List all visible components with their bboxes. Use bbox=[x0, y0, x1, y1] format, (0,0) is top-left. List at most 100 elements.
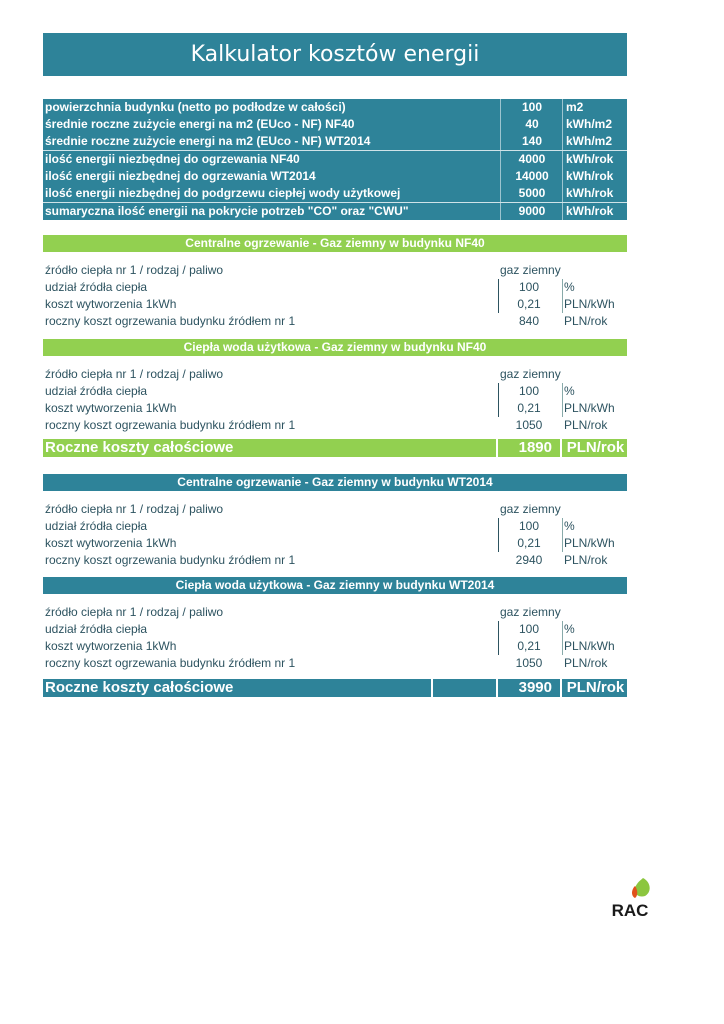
summary-row: ilość energii niezbędnej do ogrzewania N… bbox=[43, 150, 627, 168]
total-value: 3990 bbox=[496, 679, 552, 697]
summary-row: ilość energii niezbędnej do ogrzewania W… bbox=[43, 168, 627, 185]
divider bbox=[431, 679, 433, 697]
row-unit: % bbox=[564, 622, 575, 636]
rac-logo: RAC bbox=[612, 878, 650, 920]
summary-row: sumaryczna ilość energii na pokrycie pot… bbox=[43, 202, 627, 220]
summary-label: ilość energii niezbędnej do podgrzewu ci… bbox=[45, 186, 401, 200]
source-label: źródło ciepła nr 1 / rodzaj / paliwo bbox=[45, 502, 224, 516]
row-value: 0,21 bbox=[517, 401, 541, 415]
section-spacer bbox=[43, 356, 627, 366]
section-spacer bbox=[43, 252, 627, 262]
row-unit: PLN/rok bbox=[564, 418, 608, 432]
summary-unit: m2 bbox=[562, 99, 583, 116]
row-label: roczny koszt ogrzewania budynku źródłem … bbox=[45, 314, 296, 328]
row-unit: PLN/kWh bbox=[564, 401, 615, 415]
summary-label: powierzchnia budynku (netto po podłodze … bbox=[45, 100, 346, 114]
section-row: koszt wytworzenia 1kWh 0,21 PLN/kWh bbox=[43, 535, 627, 552]
row-value: 100 bbox=[518, 384, 540, 398]
row-label: koszt wytworzenia 1kWh bbox=[45, 639, 177, 653]
divider bbox=[562, 383, 563, 417]
source-value: gaz ziemny bbox=[500, 605, 561, 619]
source-row: źródło ciepła nr 1 / rodzaj / paliwo gaz … bbox=[43, 501, 627, 518]
source-row: źródło ciepła nr 1 / rodzaj / paliwo gaz … bbox=[43, 366, 627, 383]
summary-row: średnie roczne zużycie energi na m2 (EUc… bbox=[43, 116, 627, 133]
row-unit: % bbox=[564, 280, 575, 294]
row-label: roczny koszt ogrzewania budynku źródłem … bbox=[45, 553, 296, 567]
row-value: 100 bbox=[518, 280, 540, 294]
section-row: koszt wytworzenia 1kWh 0,21 PLN/kWh bbox=[43, 400, 627, 417]
row-value: 0,21 bbox=[517, 639, 541, 653]
summary-value: 14000 bbox=[500, 168, 563, 185]
summary-value: 100 bbox=[500, 99, 563, 116]
divider bbox=[498, 518, 499, 552]
section-row: koszt wytworzenia 1kWh 0,21 PLN/kWh bbox=[43, 638, 627, 655]
section-row: roczny koszt ogrzewania budynku źródłem … bbox=[43, 417, 627, 434]
total-unit: PLN/rok bbox=[560, 679, 629, 697]
summary-unit: kWh/m2 bbox=[562, 133, 612, 150]
section-row: roczny koszt ogrzewania budynku źródłem … bbox=[43, 552, 627, 569]
summary-value: 140 bbox=[500, 133, 563, 150]
row-label: koszt wytworzenia 1kWh bbox=[45, 297, 177, 311]
total-value: 1890 bbox=[496, 439, 552, 457]
energy-summary-table: powierzchnia budynku (netto po podłodze … bbox=[43, 99, 627, 220]
row-label: udział źródła ciepła bbox=[45, 384, 148, 398]
row-unit: % bbox=[564, 384, 575, 398]
summary-unit: kWh/rok bbox=[562, 203, 613, 220]
row-label: koszt wytworzenia 1kWh bbox=[45, 401, 177, 415]
divider bbox=[562, 621, 563, 655]
summary-unit: kWh/rok bbox=[562, 168, 613, 185]
row-label: koszt wytworzenia 1kWh bbox=[45, 536, 177, 550]
section-header: Centralne ogrzewanie - Gaz ziemny w budy… bbox=[43, 474, 627, 491]
row-value: 100 bbox=[518, 622, 540, 636]
summary-unit: kWh/rok bbox=[562, 185, 613, 202]
section-row: udział źródła ciepła 100% bbox=[43, 518, 627, 535]
summary-value: 4000 bbox=[500, 151, 563, 168]
source-label: źródło ciepła nr 1 / rodzaj / paliwo bbox=[45, 367, 224, 381]
row-label: udział źródła ciepła bbox=[45, 519, 148, 533]
page-title: Kalkulator kosztów energii bbox=[43, 33, 627, 76]
row-value: 1050 bbox=[515, 656, 543, 670]
divider bbox=[498, 383, 499, 417]
row-value: 100 bbox=[518, 519, 540, 533]
total-label: Roczne koszty całościowe bbox=[45, 679, 234, 696]
source-value: gaz ziemny bbox=[500, 502, 561, 516]
section-row: koszt wytworzenia 1kWh 0,21 PLN/kWh bbox=[43, 296, 627, 313]
section-spacer bbox=[43, 491, 627, 501]
row-unit: PLN/rok bbox=[564, 656, 608, 670]
source-label: źródło ciepła nr 1 / rodzaj / paliwo bbox=[45, 263, 224, 277]
row-unit: PLN/kWh bbox=[564, 297, 615, 311]
summary-row: średnie roczne zużycie energi na m2 (EUc… bbox=[43, 133, 627, 150]
summary-label: średnie roczne zużycie energi na m2 (EUc… bbox=[45, 134, 371, 148]
summary-unit: kWh/rok bbox=[562, 151, 613, 168]
summary-label: sumaryczna ilość energii na pokrycie pot… bbox=[45, 204, 409, 218]
total-costs-bar: Roczne koszty całościowe 3990 PLN/rok bbox=[43, 679, 627, 697]
row-value: 840 bbox=[518, 314, 540, 328]
cost-section: Ciepła woda użytkowa - Gaz ziemny w budy… bbox=[43, 577, 627, 672]
row-unit: PLN/rok bbox=[564, 314, 608, 328]
cost-section: Centralne ogrzewanie - Gaz ziemny w budy… bbox=[43, 474, 627, 569]
source-label: źródło ciepła nr 1 / rodzaj / paliwo bbox=[45, 605, 224, 619]
row-value: 0,21 bbox=[517, 536, 541, 550]
source-row: źródło ciepła nr 1 / rodzaj / paliwo gaz … bbox=[43, 262, 627, 279]
summary-label: ilość energii niezbędnej do ogrzewania W… bbox=[45, 169, 316, 183]
row-value: 0,21 bbox=[517, 297, 541, 311]
summary-unit: kWh/m2 bbox=[562, 116, 612, 133]
section-header: Ciepła woda użytkowa - Gaz ziemny w budy… bbox=[43, 577, 627, 594]
row-label: udział źródła ciepła bbox=[45, 280, 148, 294]
row-label: roczny koszt ogrzewania budynku źródłem … bbox=[45, 418, 296, 432]
total-costs-bar: Roczne koszty całościowe 1890 PLN/rok bbox=[43, 439, 627, 457]
total-unit: PLN/rok bbox=[560, 439, 629, 457]
section-row: roczny koszt ogrzewania budynku źródłem … bbox=[43, 655, 627, 672]
row-value: 2940 bbox=[515, 553, 543, 567]
summary-value: 9000 bbox=[500, 203, 563, 220]
source-value: gaz ziemny bbox=[500, 367, 561, 381]
divider bbox=[498, 621, 499, 655]
section-spacer bbox=[43, 594, 627, 604]
summary-value: 40 bbox=[500, 116, 563, 133]
divider bbox=[562, 279, 563, 313]
summary-row: ilość energii niezbędnej do podgrzewu ci… bbox=[43, 185, 627, 202]
row-unit: PLN/kWh bbox=[564, 639, 615, 653]
summary-label: średnie roczne zużycie energi na m2 (EUc… bbox=[45, 117, 355, 131]
cost-section: Centralne ogrzewanie - Gaz ziemny w budy… bbox=[43, 235, 627, 330]
total-label: Roczne koszty całościowe bbox=[45, 439, 234, 456]
